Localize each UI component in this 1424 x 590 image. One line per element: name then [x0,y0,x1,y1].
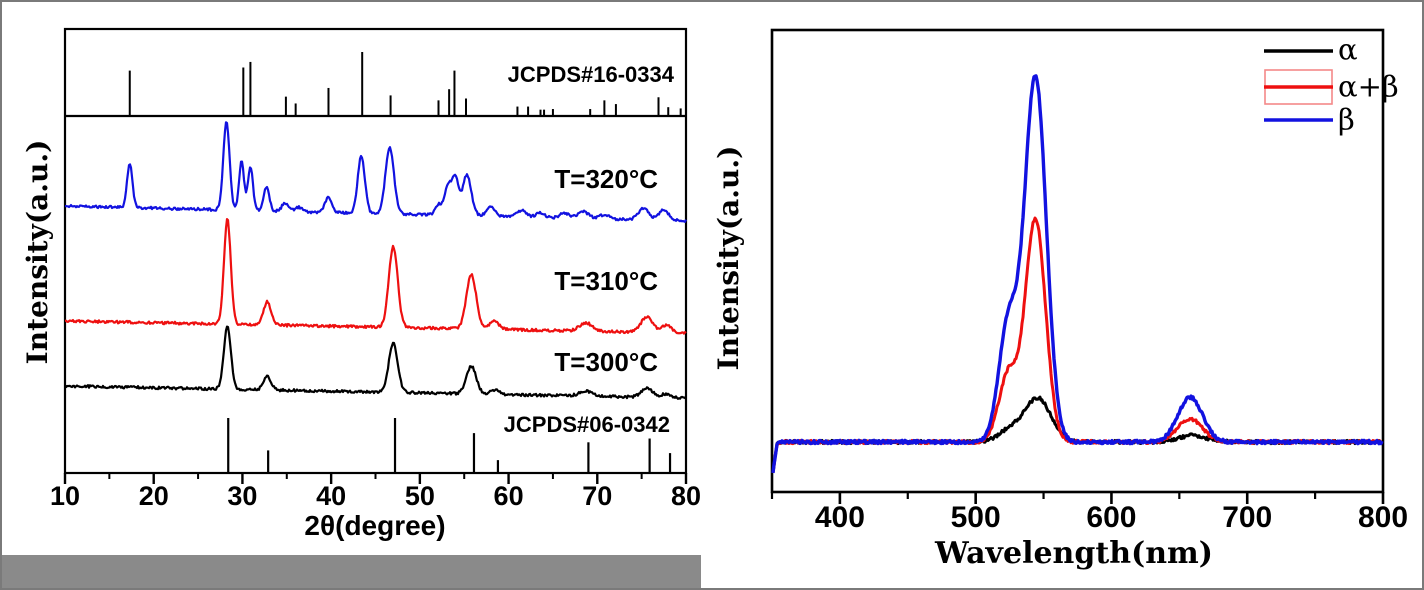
xrd-series-0 [64,121,687,223]
pl-tick-label: 700 [1222,501,1272,534]
pl-tick-label: 800 [1358,501,1408,534]
pl-tick-label: 500 [951,501,1001,534]
jcpds-top-label: JCPDS#16-0334 [507,62,674,87]
bottom-gray-bar [2,555,701,588]
pl-series-α [771,395,1383,473]
xrd-tick-label: 30 [227,481,257,511]
legend-label-beta: β [1338,102,1355,137]
pl-tick-label: 600 [1086,501,1136,534]
xrd-tick-label: 20 [139,481,169,511]
pl-frame [770,28,1385,494]
xrd-tick-label: 50 [405,481,435,511]
jcpds-bottom-label: JCPDS#06-0342 [503,412,670,437]
series-label-t320: T=320°C [554,164,658,194]
pl-series-α+β [771,216,1383,474]
xrd-tick-label: 60 [494,481,524,511]
pl-y-axis-title: Intensity(a.u.) [712,145,745,371]
xrd-tick-label: 40 [316,481,346,511]
legend-label-alpha-beta: α+β [1338,69,1399,104]
xrd-x-axis-title: 2θ(degree) [304,510,446,541]
pl-tick-label: 400 [815,501,865,534]
legend-label-alpha: α [1338,32,1358,67]
xrd-tick-label: 10 [50,481,80,511]
pl-x-axis-title: Wavelength(nm) [935,536,1213,571]
pl-series-β [771,74,1384,474]
xrd-series-2 [64,325,687,400]
series-label-t310: T=310°C [554,266,658,296]
xrd-series-1 [64,218,687,335]
xrd-frame [63,27,688,475]
series-label-t300: T=300°C [554,347,658,377]
xrd-y-axis-title: Intensity(a.u.) [21,139,54,365]
xrd-tick-label: 70 [582,481,612,511]
xrd-tick-label: 80 [671,481,701,511]
